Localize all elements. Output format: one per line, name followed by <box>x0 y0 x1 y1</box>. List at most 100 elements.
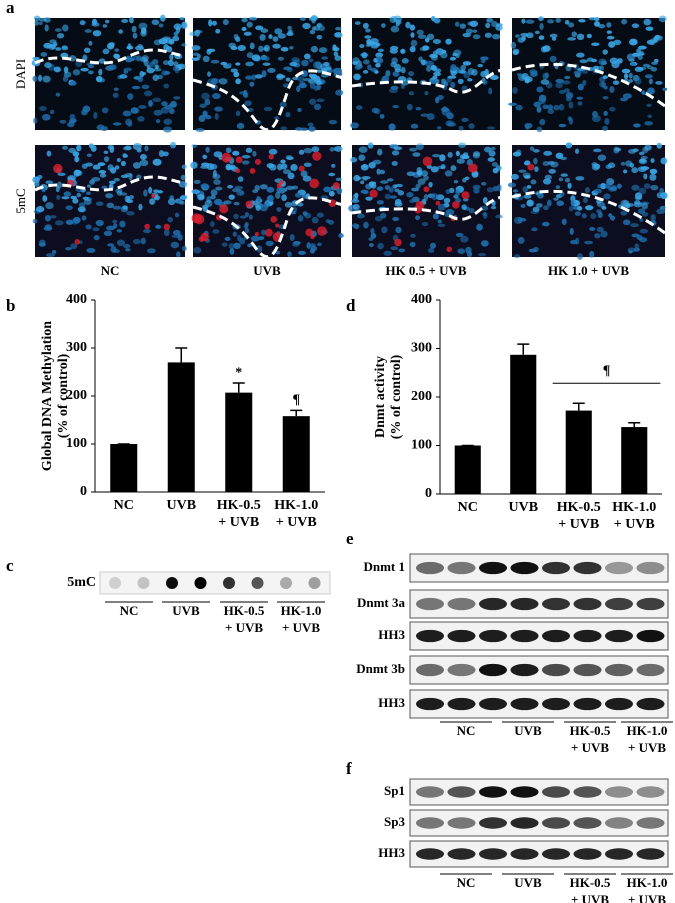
nucleus <box>445 189 451 195</box>
annotation: ¶ <box>603 364 611 379</box>
nucleus <box>318 47 328 54</box>
band <box>479 663 507 677</box>
nucleus <box>549 33 558 38</box>
nucleus <box>290 163 298 172</box>
nucleus <box>593 17 600 22</box>
group-label: HK-1.0 <box>627 875 668 890</box>
nucleus <box>482 80 488 85</box>
nucleus <box>631 184 640 191</box>
nucleus <box>245 75 253 80</box>
nucleus <box>351 223 359 228</box>
nucleus <box>591 162 598 167</box>
nucleus <box>274 116 280 120</box>
nucleus <box>300 170 308 178</box>
nucleus <box>69 80 77 86</box>
nucleus <box>410 39 418 47</box>
nucleus <box>32 176 40 184</box>
nucleus <box>495 165 502 171</box>
nucleus <box>623 73 629 79</box>
nucleus <box>55 186 60 193</box>
nucleus <box>584 240 594 245</box>
basement-line <box>192 69 344 132</box>
nucleus <box>515 104 523 111</box>
nucleus <box>109 146 115 153</box>
nucleus <box>215 28 221 34</box>
nucleus <box>103 156 110 163</box>
nucleus <box>68 147 76 154</box>
nucleus <box>137 116 145 122</box>
nucleus <box>210 194 216 200</box>
row-label: Dnmt 1 <box>363 559 405 574</box>
micrograph <box>32 141 188 258</box>
nucleus <box>629 162 634 168</box>
nucleus <box>477 63 484 68</box>
nucleus <box>355 105 363 111</box>
band <box>605 663 633 677</box>
red-spot <box>264 228 273 237</box>
nucleus <box>244 211 249 218</box>
red-spot <box>317 226 327 236</box>
nucleus <box>275 250 281 255</box>
nucleus <box>639 158 646 163</box>
nucleus <box>126 211 135 216</box>
nucleus <box>555 78 564 84</box>
bar <box>110 444 138 492</box>
nucleus <box>197 194 205 201</box>
nucleus <box>597 154 607 162</box>
nucleus <box>662 87 668 91</box>
nucleus <box>163 37 169 44</box>
nucleus <box>593 188 602 194</box>
nucleus <box>401 57 409 64</box>
nucleus <box>365 28 371 33</box>
nucleus <box>551 37 557 41</box>
nucleus <box>445 38 452 45</box>
nucleus <box>316 34 323 40</box>
nucleus <box>517 37 525 43</box>
nucleus <box>140 237 146 245</box>
nucleus <box>409 199 415 204</box>
nucleus <box>105 225 115 231</box>
nucleus <box>538 94 547 102</box>
nucleus <box>632 148 639 153</box>
nucleus <box>638 151 645 156</box>
red-spot <box>298 165 305 172</box>
nucleus <box>362 69 369 74</box>
nucleus <box>266 163 275 169</box>
nucleus <box>609 106 616 112</box>
nucleus <box>660 192 668 200</box>
nucleus <box>606 30 612 34</box>
nucleus <box>441 108 451 116</box>
nucleus <box>359 43 365 49</box>
red-spot <box>270 216 278 223</box>
nucleus <box>276 74 286 79</box>
nucleus <box>112 92 119 98</box>
nucleus <box>107 42 115 50</box>
nucleus <box>191 144 197 148</box>
nucleus <box>361 52 368 59</box>
nucleus <box>179 201 186 205</box>
nucleus <box>263 47 269 51</box>
nucleus <box>167 59 174 67</box>
nucleus <box>599 182 607 190</box>
nucleus <box>334 55 342 62</box>
nucleus <box>444 213 451 218</box>
dot <box>166 577 178 589</box>
nucleus <box>567 37 577 41</box>
nucleus <box>389 195 397 199</box>
nucleus <box>154 64 160 70</box>
nucleus <box>409 46 416 53</box>
nucleus <box>130 107 139 114</box>
nucleus <box>597 211 603 219</box>
nucleus <box>72 69 81 76</box>
nucleus <box>623 203 631 209</box>
nucleus <box>232 150 240 156</box>
nucleus <box>92 227 100 232</box>
nucleus <box>644 121 653 126</box>
nucleus <box>386 178 394 182</box>
x-tick-label: UVB <box>166 498 196 513</box>
nucleus <box>112 205 122 210</box>
nucleus <box>550 161 559 168</box>
nucleus <box>44 24 49 32</box>
nucleus <box>255 25 264 31</box>
nucleus <box>616 183 622 189</box>
